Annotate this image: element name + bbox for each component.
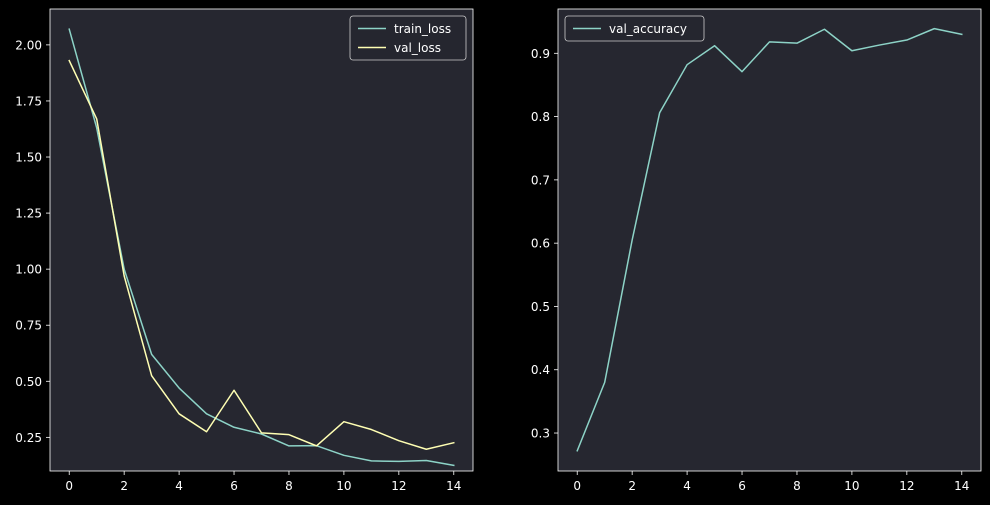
y-tick-label: 0.6 — [531, 237, 550, 251]
x-tick-label: 14 — [954, 479, 969, 493]
x-tick-label: 12 — [391, 479, 406, 493]
y-tick-label: 0.50 — [15, 375, 42, 389]
x-tick-label: 6 — [230, 479, 238, 493]
x-tick-label: 10 — [336, 479, 351, 493]
legend-label: val_loss — [394, 41, 441, 55]
y-tick-label: 1.25 — [15, 207, 42, 221]
x-tick-label: 4 — [175, 479, 183, 493]
accuracy-chart: 0 2 4 6 8 10 12 14 0.3 0.4 0.5 0.6 0.7 0.8 0.9 val_accu… — [531, 8, 982, 493]
x-tick-label: 8 — [793, 479, 801, 493]
plot-area — [558, 9, 981, 471]
y-tick-label: 1.75 — [15, 94, 42, 108]
legend: train_loss val_loss — [349, 15, 467, 61]
y-tick-label: 0.4 — [531, 363, 550, 377]
legend-box — [564, 15, 705, 42]
legend-box — [349, 15, 467, 61]
x-tick-label: 4 — [683, 479, 691, 493]
plot-frame — [49, 8, 474, 472]
loss-chart: 0 2 4 6 8 10 12 14 0.25 0.50 0.75 1.00 1.25 1.50 1.75 2… — [15, 8, 474, 493]
x-tick-label: 2 — [120, 479, 128, 493]
y-tick-label: 0.25 — [15, 431, 42, 445]
y-tick-label: 1.50 — [15, 151, 42, 165]
plot-area — [50, 9, 473, 471]
y-tick-label: 0.3 — [531, 427, 550, 441]
x-tick-label: 0 — [65, 479, 73, 493]
y-tick-label: 0.7 — [531, 173, 550, 187]
y-tick-label: 0.5 — [531, 300, 550, 314]
y-tick-label: 1.00 — [15, 263, 42, 277]
y-tick-label: 0.75 — [15, 319, 42, 333]
y-tick-label: 0.8 — [531, 110, 550, 124]
plot-frame — [557, 8, 982, 472]
x-tick-label: 10 — [844, 479, 859, 493]
x-tick-label: 2 — [628, 479, 636, 493]
y-tick-label: 0.9 — [531, 47, 550, 61]
x-tick-label: 0 — [573, 479, 581, 493]
x-tick-label: 8 — [285, 479, 293, 493]
legend-label: train_loss — [394, 22, 451, 36]
y-tick-label: 2.00 — [15, 38, 42, 52]
legend: val_accuracy — [564, 15, 705, 42]
series-line-train_loss — [68, 28, 455, 467]
series-line-val_loss — [68, 59, 455, 450]
x-tick-label: 6 — [738, 479, 746, 493]
x-tick-label: 12 — [899, 479, 914, 493]
series-line-val_accuracy — [576, 27, 963, 452]
x-tick-label: 14 — [446, 479, 461, 493]
legend-label: val_accuracy — [609, 22, 687, 36]
